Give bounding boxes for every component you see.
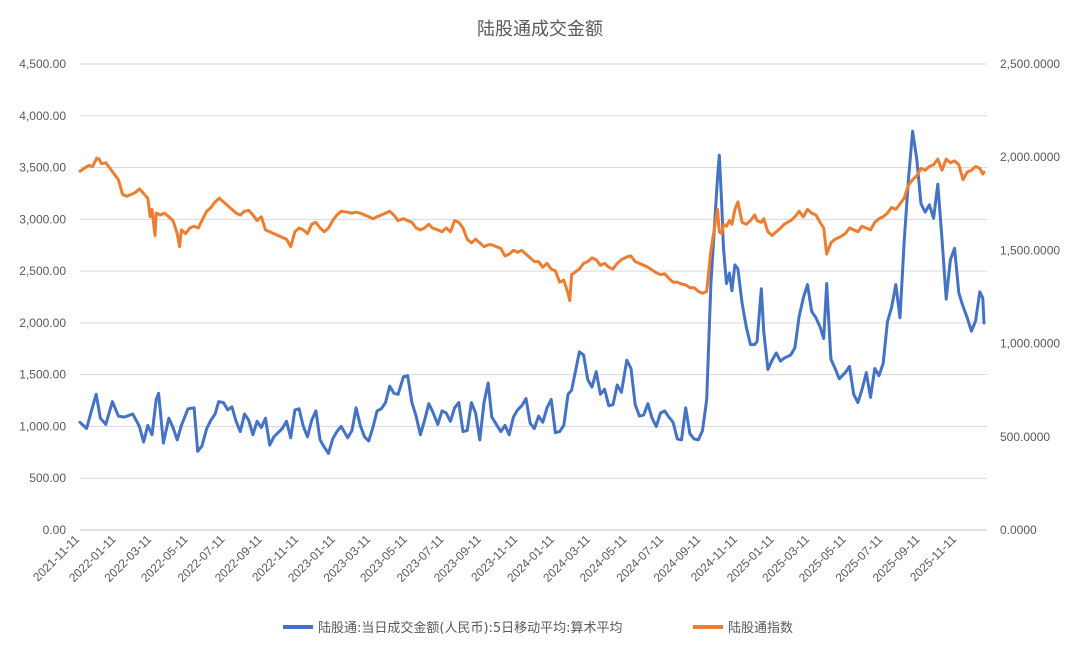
left-tick-label: 1,500.00 bbox=[19, 368, 66, 382]
legend-label-index: 陆股通指数 bbox=[728, 620, 793, 636]
right-tick-label: 1,500.0000 bbox=[1000, 243, 1060, 257]
grid-layer bbox=[80, 63, 987, 531]
right-tick-label: 0.0000 bbox=[1000, 523, 1037, 537]
left-tick-label: 2,000.00 bbox=[19, 316, 66, 330]
right-tick-label: 500.0000 bbox=[1000, 430, 1050, 444]
left-axis-labels: 0.00 500.00 1,000.00 1,500.00 2,000.00 2,500.… bbox=[19, 57, 66, 537]
left-tick-label: 2,500.00 bbox=[19, 264, 66, 278]
left-tick-label: 500.00 bbox=[29, 471, 66, 485]
series-line-index bbox=[78, 156, 986, 303]
chart-title: 陆股通成交金额 bbox=[477, 19, 603, 40]
right-tick-label: 2,500.0000 bbox=[1000, 57, 1060, 71]
legend: 陆股通:当日成交金额(人民币):5日移动平均:算术平均 陆股通指数 bbox=[283, 620, 793, 636]
right-tick-label: 2,000.0000 bbox=[1000, 150, 1060, 164]
right-tick-label: 1,000.0000 bbox=[1000, 337, 1060, 351]
series-line-amount bbox=[78, 129, 986, 455]
left-tick-label: 4,000.00 bbox=[19, 109, 66, 123]
series-layer bbox=[78, 129, 986, 455]
left-tick-label: 3,500.00 bbox=[19, 161, 66, 175]
legend-label-amount: 陆股通:当日成交金额(人民币):5日移动平均:算术平均 bbox=[318, 620, 623, 636]
x-axis-labels: 2021-11-112022-01-112022-03-112022-05-11… bbox=[30, 532, 959, 585]
right-axis-labels: 0.0000 500.0000 1,000.0000 1,500.0000 2,000.… bbox=[1000, 57, 1060, 537]
left-tick-label: 0.00 bbox=[43, 523, 67, 537]
left-tick-label: 4,500.00 bbox=[19, 57, 66, 71]
left-tick-label: 1,000.00 bbox=[19, 419, 66, 433]
left-tick-label: 3,000.00 bbox=[19, 212, 66, 226]
